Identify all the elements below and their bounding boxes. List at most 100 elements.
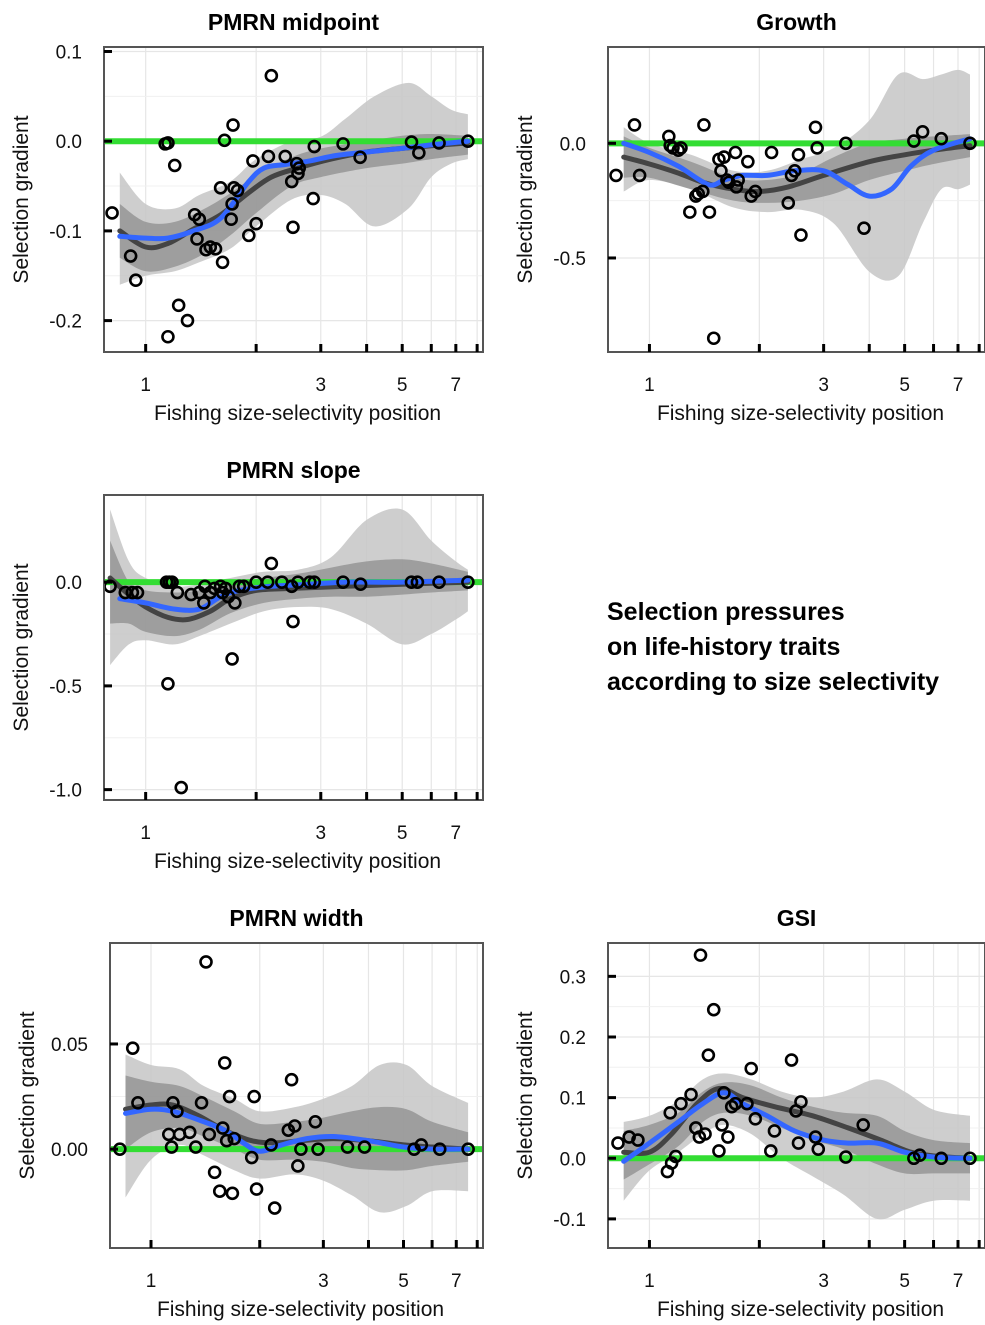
data-point: [764, 145, 779, 160]
data-point: [242, 228, 256, 243]
data-point: [286, 220, 300, 235]
smooth-line-blue: [117, 138, 471, 242]
x-tick-label: 5: [397, 823, 408, 844]
data-point: [161, 677, 175, 691]
data-point: [219, 1133, 234, 1148]
data-point: [662, 129, 676, 144]
data-point: [340, 1140, 355, 1154]
data-point: [609, 168, 623, 183]
data-point: [715, 1118, 729, 1132]
data-point: [461, 575, 475, 589]
data-point: [192, 212, 207, 227]
data-point: [247, 1089, 261, 1104]
data-point: [432, 575, 446, 589]
data-point: [611, 1136, 625, 1150]
data-point: [781, 196, 796, 210]
data-point: [294, 1142, 308, 1156]
data-point: [663, 1105, 678, 1120]
data-point: [207, 1165, 222, 1180]
data-point: [748, 1112, 763, 1126]
x-tick-label: 1: [140, 823, 151, 844]
plot-frame: [607, 942, 985, 1249]
data-point: [130, 585, 145, 600]
data-point: [165, 575, 179, 589]
data-point: [291, 1159, 305, 1173]
y-tick-label: 0.00: [51, 1140, 88, 1161]
data-point: [740, 1096, 754, 1111]
data-point: [748, 184, 763, 199]
x-tick-label: 5: [398, 1271, 409, 1292]
x-axis-label: Fishing size-selectivity position: [154, 402, 441, 425]
smooth-line-blue: [621, 1090, 973, 1164]
data-point: [717, 1085, 731, 1100]
data-point: [728, 145, 743, 160]
data-point: [199, 955, 213, 969]
data-point: [627, 118, 642, 132]
data-point: [671, 143, 686, 157]
data-point: [180, 313, 195, 328]
y-tick-label: 0.0: [56, 573, 82, 594]
y-axis-label: Selection gradient: [16, 1011, 39, 1179]
x-tick-label: 5: [899, 375, 910, 396]
data-point: [412, 146, 426, 160]
data-point: [236, 579, 251, 594]
data-point: [213, 181, 228, 195]
data-point: [244, 1150, 259, 1165]
data-point: [291, 166, 305, 181]
plot-area: [104, 508, 483, 795]
y-tick-label: 0.0: [560, 134, 586, 155]
data-point: [287, 1119, 302, 1133]
data-point: [225, 197, 239, 211]
x-tick-label: 5: [899, 1271, 910, 1292]
data-point: [839, 136, 853, 151]
x-tick-label: 7: [451, 823, 462, 844]
y-tick-label: 0.0: [560, 1149, 586, 1170]
data-point: [695, 184, 710, 199]
data-point: [712, 1144, 726, 1158]
data-point: [787, 164, 802, 178]
data-point: [684, 1087, 698, 1102]
data-point: [170, 585, 185, 600]
y-tick-label: -0.5: [49, 677, 82, 698]
data-point: [791, 1136, 806, 1150]
data-point: [307, 575, 322, 589]
x-tick-label: 3: [318, 1271, 329, 1292]
plot-area: [608, 69, 985, 346]
data-point: [260, 575, 275, 589]
data-point: [164, 1140, 179, 1154]
data-point: [631, 1133, 645, 1147]
x-tick-label: 5: [397, 375, 408, 396]
data-point: [744, 1061, 759, 1076]
data-point: [414, 1138, 429, 1152]
annotation-text: Selection pressures on life-history trai…: [607, 595, 982, 700]
data-point: [721, 1130, 735, 1144]
y-axis-label: Selection gradient: [514, 115, 537, 283]
chart-panel: 1 3 5 7 0.3 0.2 0.1 0.0 -0.1 GSI Fishing size-sele…: [514, 905, 985, 1321]
data-point: [226, 118, 240, 132]
chart-panel: 1 3 5 7 0.0 -0.5 Growth Fishing size-selectivit…: [514, 9, 985, 425]
data-point: [856, 1118, 870, 1132]
data-point: [698, 1127, 712, 1141]
chart-panel: 1 3 5 7 0.0 -0.5 -1.0 PMRN slope Fishing size-se…: [10, 457, 484, 873]
data-point: [729, 180, 744, 194]
data-point: [302, 575, 317, 589]
x-axis-label: Fishing size-selectivity position: [154, 850, 441, 873]
x-tick-label: 3: [315, 823, 326, 844]
data-point: [857, 221, 871, 235]
data-point: [674, 1096, 688, 1111]
x-tick-label: 1: [644, 375, 655, 396]
data-point: [246, 154, 260, 168]
y-tick-label: 0.3: [560, 967, 586, 988]
data-point: [714, 164, 728, 178]
x-tick-label: 7: [451, 375, 462, 396]
data-point: [934, 1151, 949, 1166]
x-axis-label: Fishing size-selectivity position: [657, 1298, 944, 1321]
data-point: [912, 1148, 927, 1163]
chart-panel: 1 3 5 7 0.05 0.00 PMRN width Fishing size-selec…: [16, 905, 484, 1321]
data-point: [161, 136, 175, 150]
data-point: [249, 1182, 264, 1196]
data-point: [105, 206, 119, 220]
x-axis-label: Fishing size-selectivity position: [157, 1298, 444, 1321]
data-point: [217, 133, 232, 148]
data-point: [161, 329, 175, 344]
